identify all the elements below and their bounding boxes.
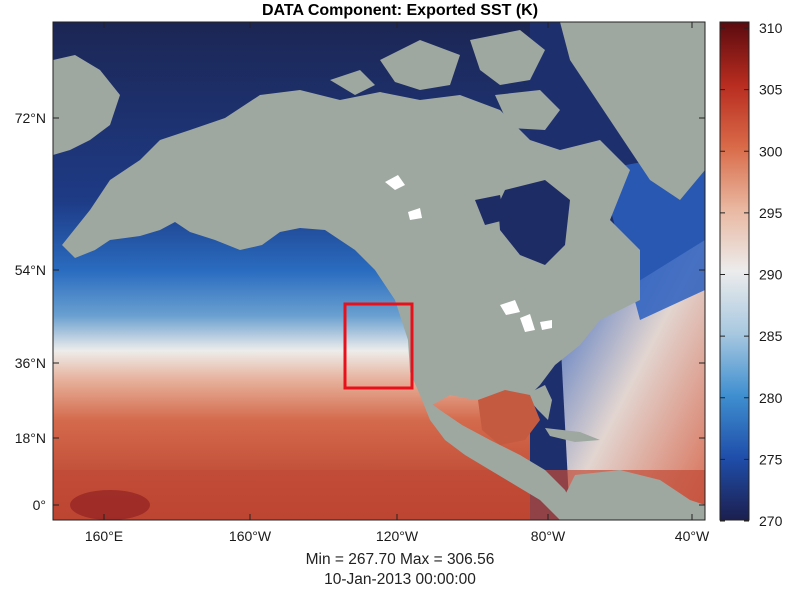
lat-tick-label: 0° xyxy=(33,497,46,513)
stats-text: Min = 267.70 Max = 306.56 xyxy=(305,551,495,568)
date-text: 10-Jan-2013 00:00:00 xyxy=(324,571,476,588)
siberia-land xyxy=(53,55,120,155)
colorbar-tick-label: 270 xyxy=(759,513,783,529)
lon-tick-label: 160°E xyxy=(85,528,123,544)
figure-title: DATA Component: Exported SST (K) xyxy=(261,2,539,19)
lake-michigan-huron xyxy=(520,314,535,332)
florida-land xyxy=(525,385,552,420)
lake-erie-ontario xyxy=(540,320,552,330)
warm-pool xyxy=(70,490,150,520)
colorbar-tick-label: 310 xyxy=(759,20,783,36)
colorbar-tick-label: 305 xyxy=(759,82,783,98)
south-america-land xyxy=(560,470,705,520)
colorbar-tick-label: 275 xyxy=(759,451,783,467)
hudson-bay xyxy=(498,180,570,265)
colorbar-tick-label: 295 xyxy=(759,205,783,221)
highlight-box[interactable] xyxy=(343,302,414,390)
lon-tick-label: 160°W xyxy=(229,528,272,544)
colorbar-tick-label: 280 xyxy=(759,390,783,406)
map-area xyxy=(53,22,705,520)
colorbar xyxy=(719,21,750,521)
arctic-island-2 xyxy=(470,30,545,85)
lakes xyxy=(385,175,552,332)
colorbar-tick-label: 290 xyxy=(759,267,783,283)
lat-ticks: 72°N 54°N 36°N 18°N 0° xyxy=(15,110,705,513)
lon-tick-label: 80°W xyxy=(531,528,566,544)
colorbar-tick-label: 300 xyxy=(759,143,783,159)
lat-tick-label: 54°N xyxy=(15,262,46,278)
arctic-island-1 xyxy=(380,40,460,90)
colorbar-tick-label: 285 xyxy=(759,328,783,344)
greenland-land xyxy=(560,22,705,200)
gulf-of-mexico xyxy=(478,390,540,445)
lon-tick-label: 40°W xyxy=(675,528,710,544)
lat-tick-label: 72°N xyxy=(15,110,46,126)
lat-tick-label: 36°N xyxy=(15,355,46,371)
lake-superior xyxy=(500,300,520,315)
great-slave-lake xyxy=(408,208,422,220)
north-america-land xyxy=(62,90,640,405)
lon-tick-label: 120°W xyxy=(376,528,419,544)
map-frame xyxy=(52,21,706,521)
lon-ticks: 160°E 160°W 120°W 80°W 40°W xyxy=(85,22,710,544)
lat-tick-label: 18°N xyxy=(15,430,46,446)
arctic-island-4 xyxy=(330,70,375,95)
hudson-bay-west xyxy=(475,195,505,225)
land xyxy=(53,22,705,520)
great-bear-lake xyxy=(385,175,405,190)
cuba-land xyxy=(545,428,600,442)
colorbar-ticks: 310 305 300 295 290 285 280 275 270 xyxy=(720,20,783,529)
arctic-island-3 xyxy=(495,90,560,130)
central-america-land xyxy=(420,395,580,520)
